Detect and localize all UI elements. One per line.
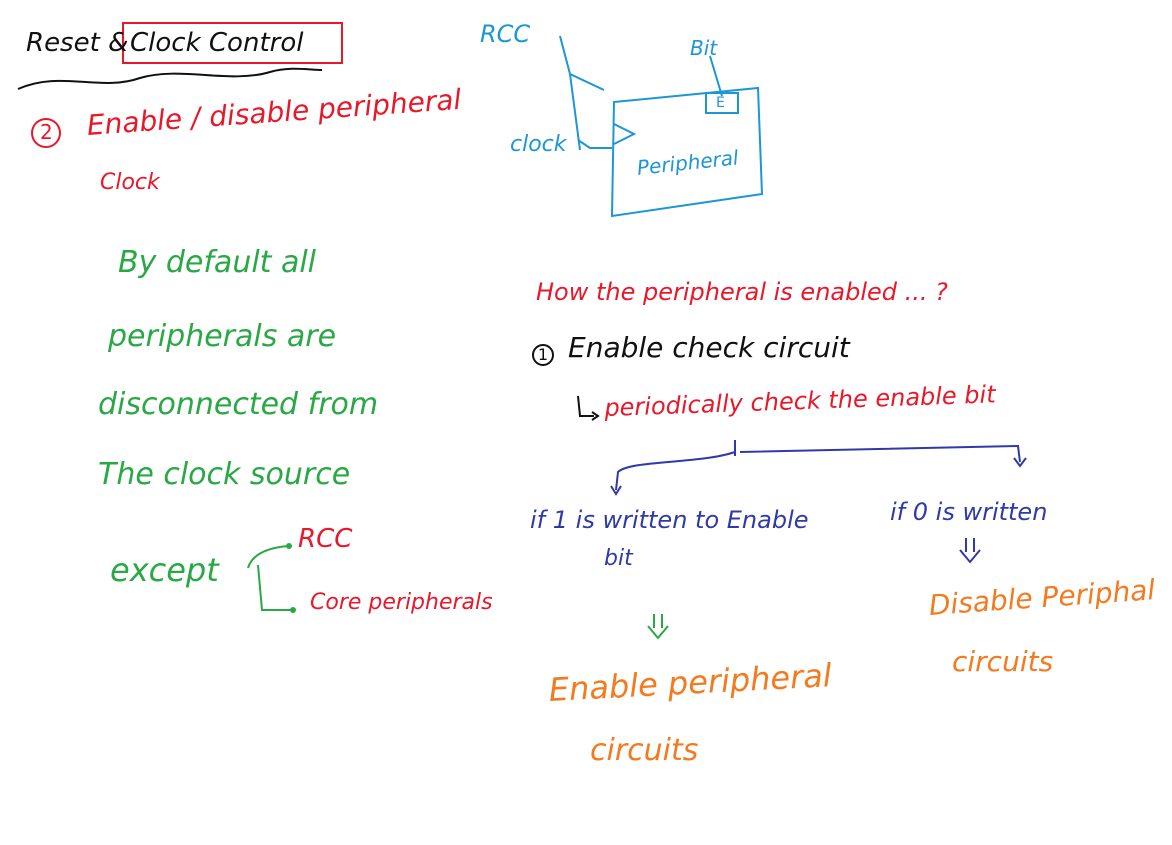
title-boxed: Clock Control xyxy=(130,28,304,58)
bit-pointer-line xyxy=(709,55,723,97)
section-number: 2 xyxy=(40,120,53,144)
branch-right xyxy=(739,444,1021,463)
title-highlight-box xyxy=(122,22,343,64)
clock-wire xyxy=(577,139,612,149)
title-prefix: Reset & xyxy=(26,28,129,58)
except-arrow-rcc xyxy=(247,545,289,569)
double-arrow-left xyxy=(647,614,669,640)
double-arrow-right xyxy=(959,538,981,564)
rcc-label: RCC xyxy=(480,20,531,48)
bit-label: Bit xyxy=(690,36,718,60)
periodic-arrow xyxy=(577,395,594,417)
default-line-1: By default all xyxy=(118,245,317,280)
branch-left xyxy=(615,451,736,491)
branch-right-text: if 0 is written xyxy=(890,498,1048,526)
except-item-rcc: RCC xyxy=(298,524,353,554)
section-number-circle xyxy=(31,118,61,148)
enable-bit-label: E xyxy=(716,95,725,111)
result-right-line-2: circuits xyxy=(952,645,1054,678)
default-line-3: disconnected from xyxy=(98,387,379,422)
rcc-branch xyxy=(569,73,581,151)
except-label: except xyxy=(110,551,219,589)
default-line-4: The clock source xyxy=(98,457,351,492)
title-underline xyxy=(17,67,323,90)
step-heading: Enable check circuit xyxy=(568,331,850,364)
default-line-2: peripherals are xyxy=(108,319,337,354)
rcc-line xyxy=(559,35,605,91)
branch-left-line-1: if 1 is written to Enable xyxy=(530,506,809,534)
result-left-line-2: circuits xyxy=(590,733,699,768)
question-text: How the peripheral is enabled ... ? xyxy=(536,278,948,306)
section-heading-cont: Clock xyxy=(100,170,160,195)
except-arrow-core xyxy=(257,564,292,611)
clock-input-triangle xyxy=(613,123,637,145)
step-number: 1 xyxy=(532,344,554,366)
except-item-core: Core peripherals xyxy=(310,590,493,615)
clock-label: clock xyxy=(510,132,567,157)
branch-left-line-2: bit xyxy=(604,546,633,571)
